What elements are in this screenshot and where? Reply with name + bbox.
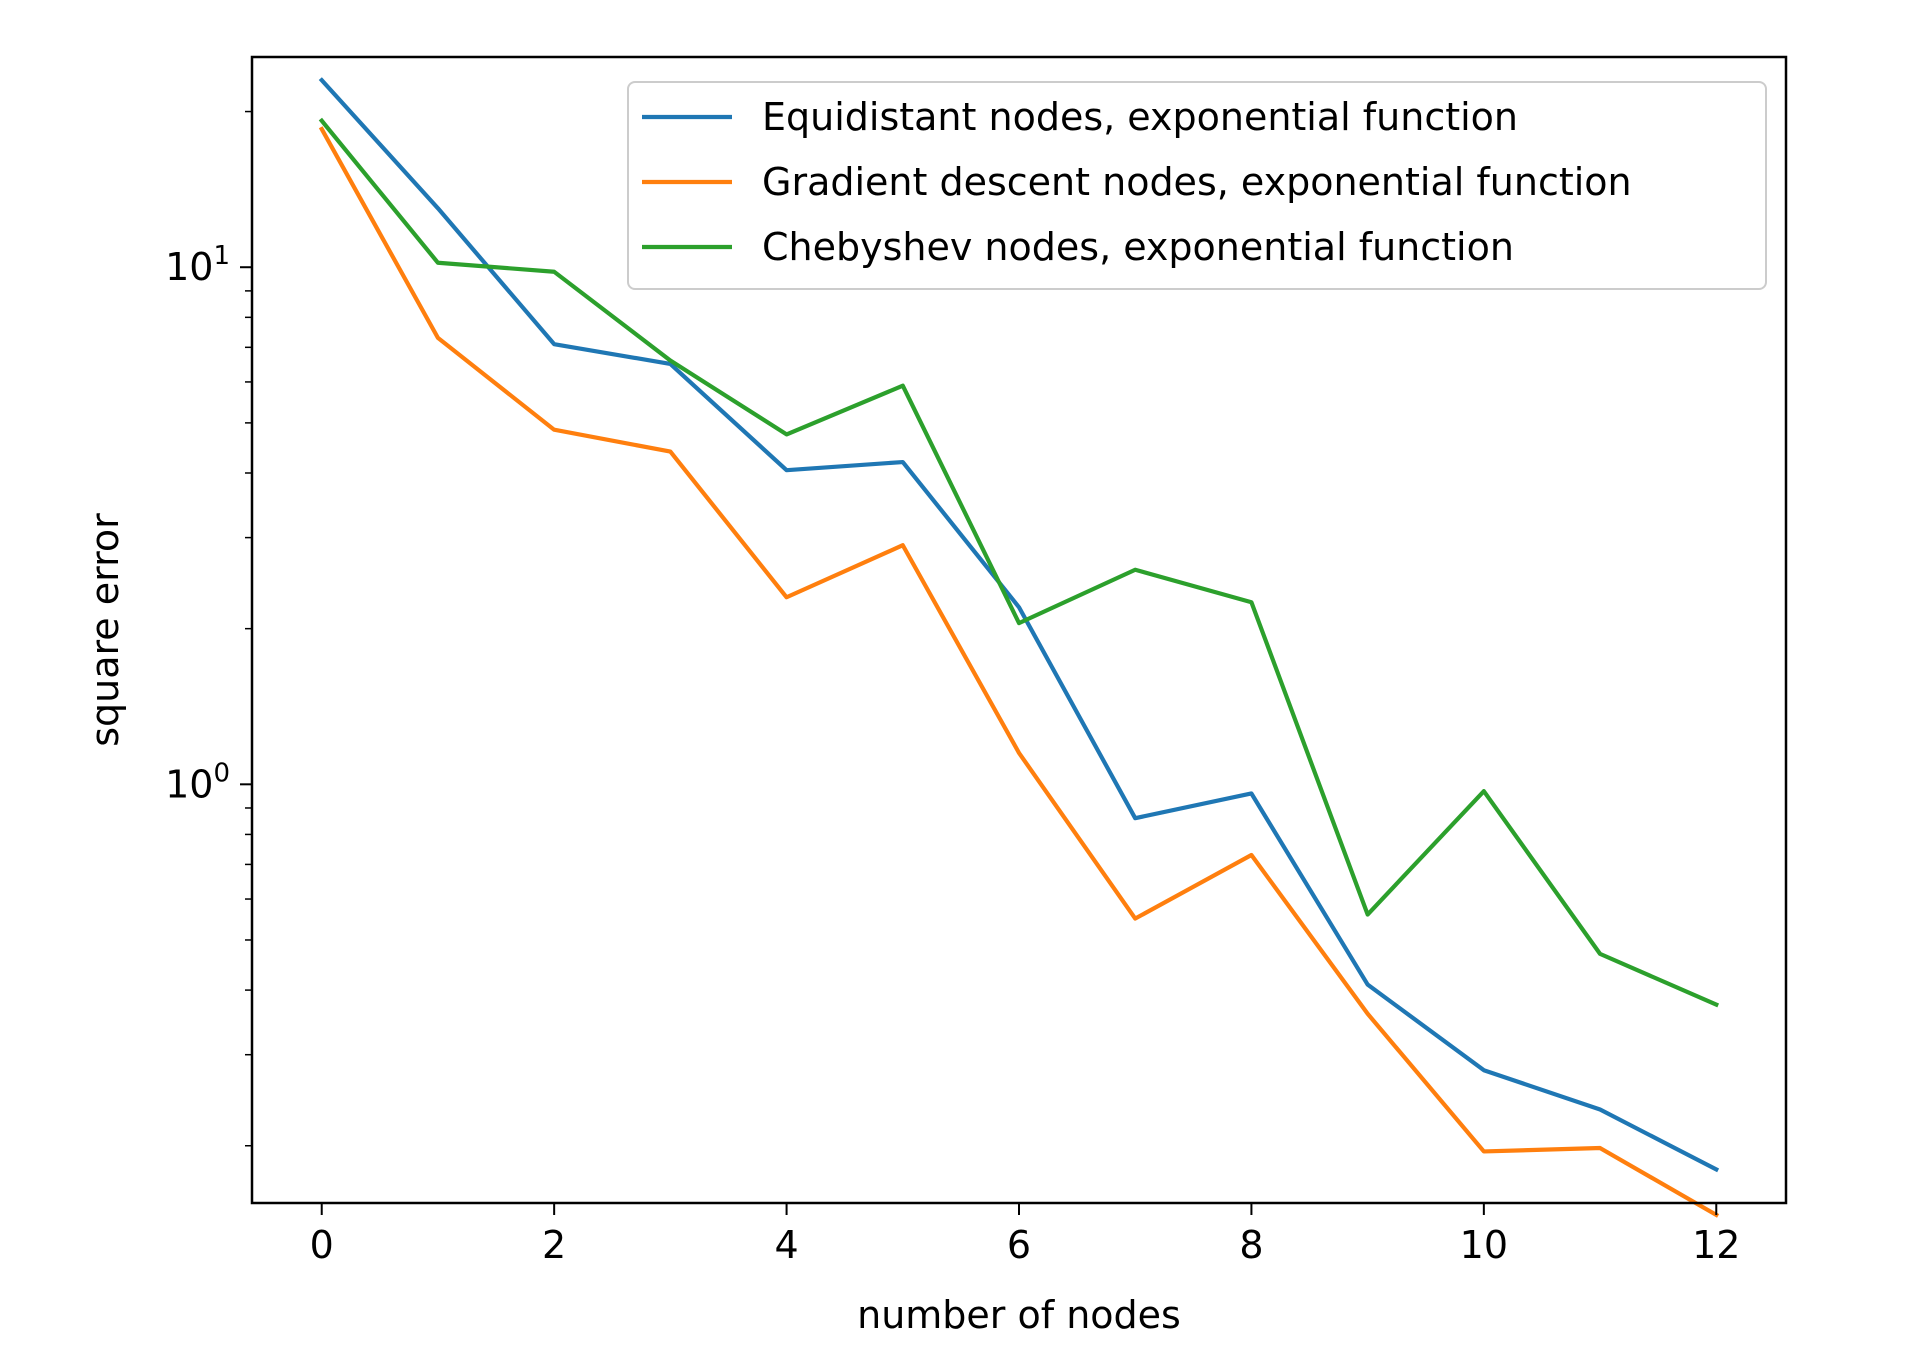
x-tick-label: 4	[774, 1223, 798, 1267]
series-line-3	[318, 117, 1720, 1008]
x-axis-label: number of nodes	[857, 1293, 1181, 1337]
y-axis-label: square error	[83, 513, 127, 747]
y-tick-label: 101	[165, 241, 230, 289]
x-tick-label: 0	[310, 1223, 334, 1267]
series-layer	[318, 77, 1720, 1218]
x-tick-label: 10	[1460, 1223, 1508, 1267]
legend: Equidistant nodes, exponential function G…	[627, 81, 1767, 290]
y-tick-label: 100	[165, 758, 230, 806]
series-line-2	[318, 126, 1720, 1218]
x-tick-label: 12	[1692, 1223, 1740, 1267]
x-tick-label: 8	[1239, 1223, 1263, 1267]
legend-box	[627, 81, 1767, 290]
y-axis: 100 101	[165, 110, 252, 1147]
x-axis: 0 2 4 6 8 10 12	[310, 1203, 1740, 1267]
legend-label-2: Gradient descent nodes, exponential func…	[762, 160, 1632, 204]
x-tick-label: 6	[1007, 1223, 1031, 1267]
x-tick-label: 2	[542, 1223, 566, 1267]
series-line-1	[318, 77, 1720, 1173]
legend-label-3: Chebyshev nodes, exponential function	[762, 225, 1514, 269]
legend-label-1: Equidistant nodes, exponential function	[762, 95, 1518, 139]
